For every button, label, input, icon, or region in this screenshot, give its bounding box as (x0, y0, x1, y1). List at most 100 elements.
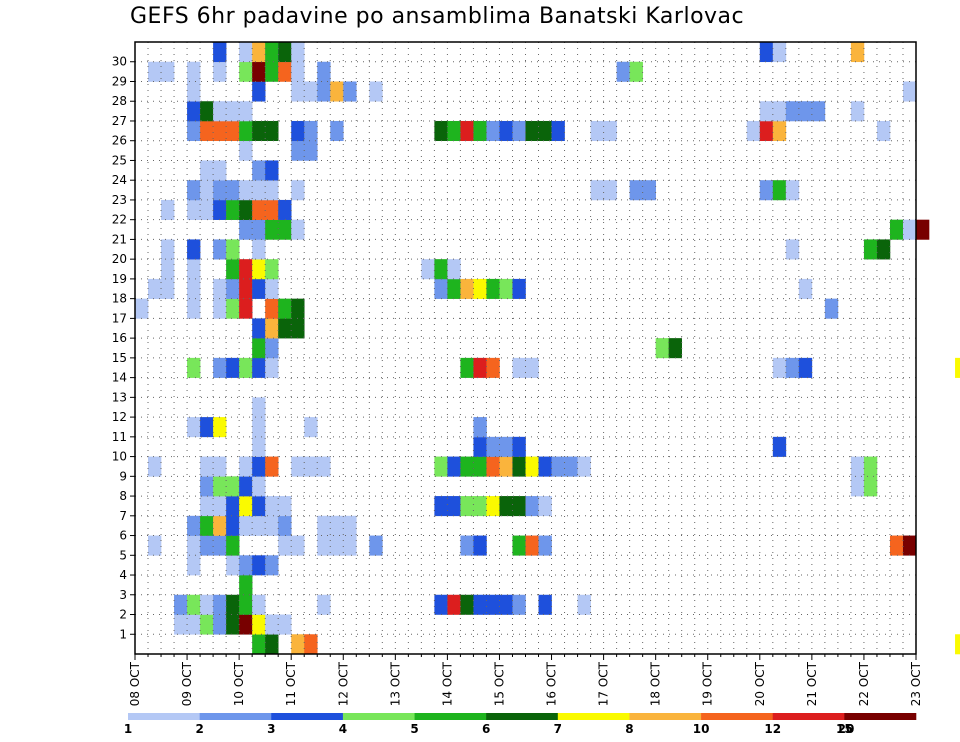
legend-label: 2 (195, 722, 203, 736)
heatmap-cell (304, 456, 318, 477)
heatmap-cell (278, 298, 292, 319)
heatmap-cell (213, 101, 227, 122)
heatmap-cell (239, 120, 253, 142)
heatmap-cell (850, 42, 865, 63)
heatmap-cell (187, 199, 201, 220)
heatmap-cell (512, 456, 526, 477)
heatmap-cell (811, 101, 826, 122)
heatmap-cell (265, 318, 279, 339)
heatmap-cell (213, 594, 227, 615)
heatmap-cell (291, 298, 305, 319)
y-tick-label: 1 (119, 627, 127, 641)
legend-label: 5 (410, 722, 418, 736)
heatmap-cell (187, 614, 201, 635)
heatmap-cell (291, 140, 305, 161)
heatmap-cell (278, 496, 292, 517)
heatmap-cell (213, 120, 227, 142)
heatmap-cell (187, 239, 201, 260)
heatmap-cell (226, 180, 240, 201)
heatmap-cell (213, 456, 227, 477)
heatmap-cell (265, 160, 279, 181)
heatmap-cell (252, 397, 266, 418)
legend-label: 4 (339, 722, 347, 736)
heatmap-cell (200, 496, 214, 517)
heatmap-cell (291, 61, 305, 82)
heatmap-cell (187, 278, 201, 299)
legend-label: 20 (838, 722, 855, 736)
y-tick-label: 29 (112, 74, 127, 88)
legend-swatch (844, 713, 917, 720)
heatmap-cell (642, 180, 656, 201)
y-tick-label: 18 (112, 292, 127, 306)
heatmap-cell (434, 456, 448, 477)
heatmap-cell (512, 278, 526, 299)
legend-swatch (486, 713, 559, 720)
heatmap-cell (265, 120, 279, 142)
heatmap-cell (538, 535, 552, 556)
heatmap-cell (902, 81, 917, 102)
heatmap-cell (473, 436, 487, 457)
heatmap-cell (213, 357, 227, 378)
heatmap-cell (252, 338, 266, 359)
heatmap-cell (590, 180, 604, 201)
y-tick-label: 14 (112, 371, 127, 385)
x-tick-label: 15 OCT (492, 661, 506, 706)
y-tick-label: 12 (112, 410, 127, 424)
heatmap-cell (174, 594, 188, 615)
heatmap-cell (772, 180, 787, 201)
heatmap-cell (213, 476, 227, 497)
heatmap-cell (252, 476, 266, 497)
chart-title: GEFS 6hr padavine po ansamblima Banatski… (130, 4, 745, 29)
y-tick-label: 10 (112, 450, 127, 464)
heatmap-cell (265, 278, 279, 299)
y-tick-label: 27 (112, 114, 127, 128)
heatmap-cell (239, 515, 253, 536)
heatmap-cell (200, 614, 214, 635)
heatmap-cell (252, 496, 266, 517)
heatmap-cell (252, 199, 266, 220)
heatmap-cell (239, 298, 253, 319)
legend-swatch (199, 713, 272, 720)
heatmap-cell (187, 81, 201, 102)
heatmap-cell (252, 515, 266, 536)
y-tick-label: 19 (112, 272, 127, 286)
heatmap-cell (252, 120, 266, 142)
heatmap-cell (499, 456, 513, 477)
y-tick-label: 3 (119, 588, 127, 602)
heatmap-cell (252, 417, 266, 438)
y-axis: 1234567891011121314151617181920212223242… (112, 55, 135, 641)
heatmap-cell (525, 120, 539, 142)
heatmap-cell (265, 634, 279, 655)
heatmap-cell (330, 515, 344, 536)
heatmap-cell (473, 496, 487, 517)
x-tick-label: 08 OCT (128, 661, 142, 706)
heatmap-cell (265, 555, 279, 576)
legend-label: 7 (554, 722, 562, 736)
heatmap-cell (499, 436, 513, 457)
heatmap-cell (291, 634, 305, 655)
heatmap-cell (187, 259, 201, 280)
heatmap-cell (239, 555, 253, 576)
heatmap-cell (239, 496, 253, 517)
heatmap-cell (512, 436, 526, 457)
heatmap-cell (174, 614, 188, 635)
y-tick-label: 24 (112, 173, 127, 187)
heatmap-cell (278, 61, 292, 82)
heatmap-cell (434, 278, 448, 299)
heatmap-cell (603, 120, 617, 142)
heatmap-cell (473, 417, 487, 438)
heatmap-cell (226, 199, 240, 220)
heatmap-cell (213, 180, 227, 201)
heatmap-cell (278, 42, 292, 63)
heatmap-cell (824, 298, 839, 319)
heatmap-cell (343, 535, 357, 556)
heatmap-cell (447, 278, 461, 299)
x-tick-label: 20 OCT (753, 661, 767, 706)
legend-label: 8 (625, 722, 633, 736)
heatmap-cell (239, 140, 253, 161)
heatmap-cell (772, 101, 787, 122)
heatmap-cell (317, 81, 331, 102)
heatmap-cell (330, 535, 344, 556)
heatmap-cell (304, 417, 318, 438)
